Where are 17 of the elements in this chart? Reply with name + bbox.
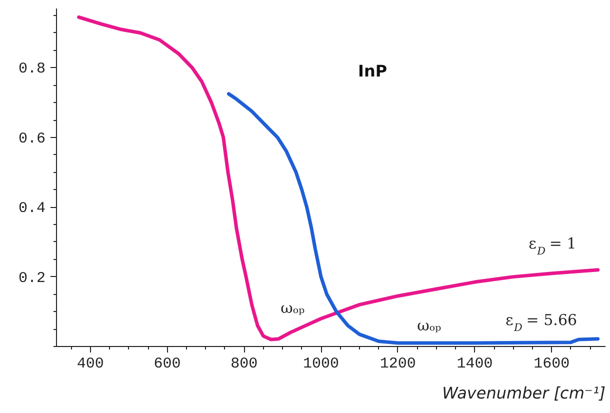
text: InP [358, 62, 388, 81]
annotation: ωₒₚ [280, 298, 305, 317]
x-tick-label: 400 [76, 356, 104, 372]
x-tick-label: 800 [230, 356, 258, 372]
x-tick-label: 1200 [380, 356, 416, 372]
line-series [77, 15, 600, 342]
x-tick-label: 600 [154, 356, 181, 372]
y-tick-label: 0.4 [18, 200, 46, 218]
x-axis-title: Wavenumber [cm⁻¹] [442, 384, 606, 402]
y-tick-label: 0.2 [18, 270, 46, 287]
y-tick-label: 0.6 [18, 130, 46, 148]
line-series [226, 92, 600, 345]
y-tick-label: 0.8 [18, 60, 46, 78]
annotation: ωₒₚ [417, 316, 442, 334]
x-tick-label: 1400 [456, 356, 493, 372]
x-tick-label: 1000 [303, 356, 340, 372]
x-tick-label: 1600 [534, 356, 570, 372]
